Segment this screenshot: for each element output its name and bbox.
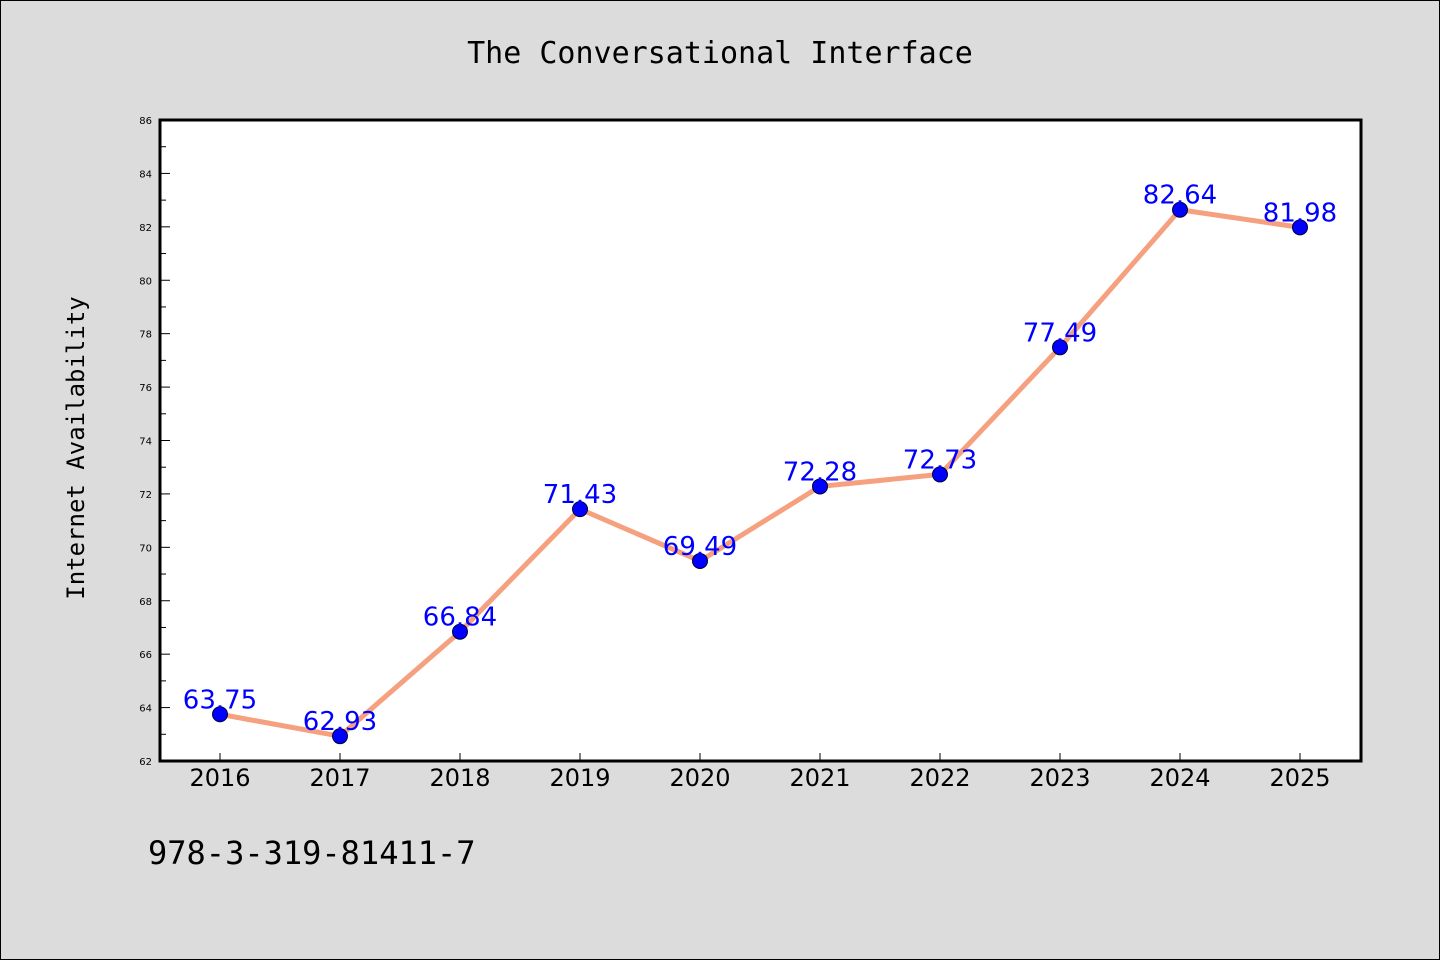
- data-point: [212, 706, 228, 723]
- chart-title: The Conversational Interface: [467, 36, 973, 71]
- y-tick-label: 82: [139, 223, 152, 234]
- data-point: [692, 552, 708, 569]
- y-tick-label: 72: [139, 490, 152, 501]
- data-label: 72.73: [903, 445, 977, 475]
- data-point: [572, 501, 588, 518]
- x-tick-label: 2022: [909, 764, 970, 792]
- y-tick-label: 78: [139, 330, 152, 341]
- data-label: 62.93: [303, 707, 377, 737]
- y-tick-label: 70: [139, 543, 152, 554]
- y-axis-label: Internet Availability: [62, 296, 90, 599]
- x-tick-label: 2019: [549, 764, 610, 792]
- data-label: 81.98: [1263, 198, 1337, 228]
- x-tick-label: 2017: [309, 764, 370, 792]
- y-tick-label: 66: [139, 650, 152, 661]
- data-point: [332, 728, 348, 745]
- data-label: 82.64: [1143, 181, 1217, 211]
- y-tick-label: 62: [139, 757, 152, 768]
- y-tick-label: 84: [139, 169, 152, 180]
- data-point: [1052, 339, 1068, 356]
- data-label: 77.49: [1023, 318, 1097, 348]
- x-tick-label: 2020: [669, 764, 730, 792]
- x-tick-label: 2023: [1029, 764, 1090, 792]
- data-label: 72.28: [783, 457, 857, 487]
- y-tick-label: 76: [139, 383, 152, 394]
- plot-area: [160, 120, 1361, 761]
- data-label: 63.75: [183, 685, 257, 715]
- y-tick-label: 86: [139, 116, 152, 127]
- data-point: [452, 623, 468, 640]
- x-tick-label: 2025: [1269, 764, 1330, 792]
- data-labels: 63.75 62.93 66.84 71.43 69.49 72.28 72.73 77.49…: [183, 181, 1337, 737]
- series-markers: [212, 201, 1308, 745]
- isbn-text: 978-3-319-81411-7: [148, 834, 476, 872]
- y-tick-label: 74: [139, 437, 152, 448]
- x-tick-label: 2016: [189, 764, 250, 792]
- x-tick-label: 2018: [429, 764, 490, 792]
- y-tick-label: 80: [139, 276, 152, 287]
- data-point: [932, 466, 948, 483]
- data-point: [812, 478, 828, 495]
- y-tick-label: 68: [139, 597, 152, 608]
- x-tick-label: 2021: [789, 764, 850, 792]
- series-line: [217, 207, 1303, 739]
- data-label: 71.43: [543, 480, 617, 510]
- data-point: [1292, 219, 1308, 236]
- data-label: 69.49: [663, 532, 737, 562]
- x-axis: 2016 2017 2018 2019 2020 2021 2022 2023 2024 2025: [189, 753, 1331, 792]
- plot-border: [158, 118, 1363, 763]
- data-label: 66.84: [423, 603, 497, 633]
- x-tick-label: 2024: [1149, 764, 1210, 792]
- y-tick-label: 64: [139, 704, 152, 715]
- data-point: [1172, 201, 1188, 218]
